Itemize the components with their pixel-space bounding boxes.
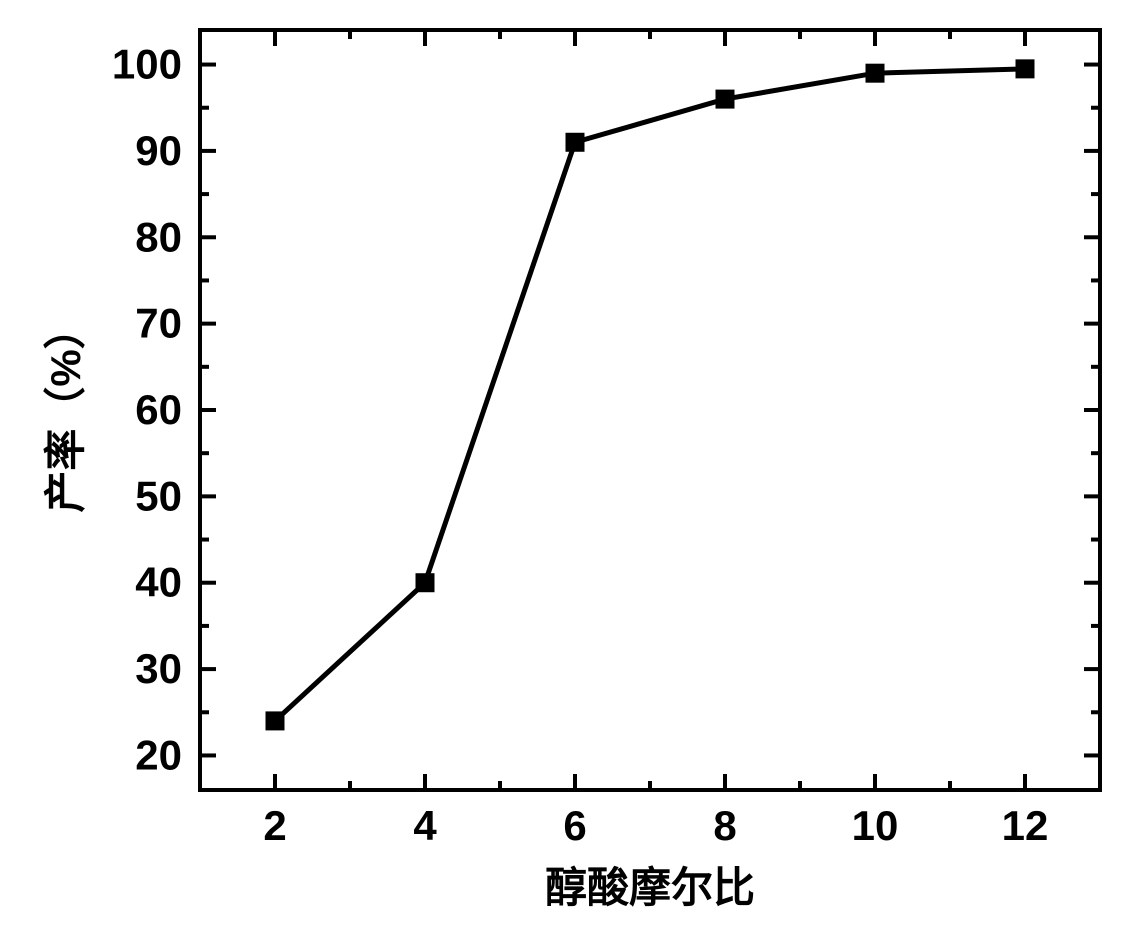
x-tick-label: 8: [713, 802, 736, 849]
x-tick-label: 6: [563, 802, 586, 849]
y-tick-label: 50: [135, 472, 182, 519]
series-marker: [566, 133, 584, 151]
y-tick-label: 20: [135, 731, 182, 778]
x-tick-label: 4: [413, 802, 437, 849]
series-marker: [266, 712, 284, 730]
y-tick-label: 60: [135, 386, 182, 433]
y-tick-label: 90: [135, 127, 182, 174]
x-tick-label: 12: [1002, 802, 1049, 849]
x-tick-label: 10: [852, 802, 899, 849]
line-chart: 2 4 6 8 10 12 20 30 40 50 60 70 80 90 100 醇酸摩尔比 产率（%）: [0, 0, 1136, 949]
chart-container: 2 4 6 8 10 12 20 30 40 50 60 70 80 90 100 醇酸摩尔比 产率（%）: [0, 0, 1136, 949]
y-axis-label: 产率（%）: [42, 307, 89, 512]
series-marker: [1016, 60, 1034, 78]
y-tick-label: 30: [135, 645, 182, 692]
series-marker: [416, 574, 434, 592]
y-tick-label: 40: [135, 559, 182, 606]
x-axis-label: 醇酸摩尔比: [545, 864, 755, 911]
y-tick-label: 100: [112, 41, 182, 88]
series-marker: [716, 90, 734, 108]
series-marker: [866, 64, 884, 82]
y-tick-label: 80: [135, 213, 182, 260]
y-tick-label: 70: [135, 300, 182, 347]
x-tick-label: 2: [263, 802, 286, 849]
